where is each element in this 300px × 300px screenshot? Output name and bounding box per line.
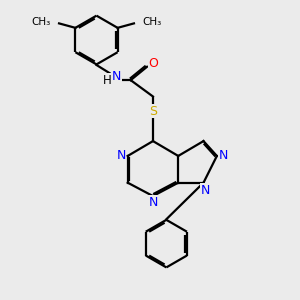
Text: O: O bbox=[148, 57, 158, 70]
Text: N: N bbox=[219, 149, 228, 162]
Text: S: S bbox=[149, 105, 157, 118]
Text: N: N bbox=[148, 196, 158, 209]
Text: CH₃: CH₃ bbox=[32, 17, 51, 27]
Text: CH₃: CH₃ bbox=[142, 17, 161, 27]
Text: N: N bbox=[200, 184, 210, 196]
Text: N: N bbox=[112, 70, 122, 83]
Text: N: N bbox=[116, 149, 126, 162]
Text: H: H bbox=[103, 74, 111, 87]
